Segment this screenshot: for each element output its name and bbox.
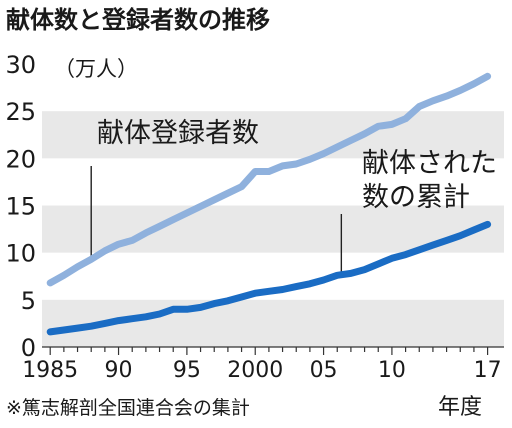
series-label-1: 献体登録者数	[97, 118, 259, 149]
series-line-1	[46, 72, 492, 287]
y-tick-label: 5	[21, 287, 36, 315]
y-tick-label: 10	[5, 240, 36, 268]
series-label-2: 献体された	[362, 148, 497, 179]
x-tick-label: 95	[173, 358, 201, 383]
x-axis	[42, 346, 504, 355]
y-tick-label: 15	[5, 193, 36, 221]
chart-title: 献体数と登録者数の推移	[6, 6, 270, 34]
series-label-2: 数の累計	[362, 182, 470, 213]
x-tick-label: 2000	[227, 358, 283, 383]
series-line-2	[46, 220, 492, 336]
grid-band	[42, 111, 504, 159]
x-tick-label: 05	[310, 358, 338, 383]
series-lines	[46, 72, 492, 336]
x-tick-labels: 1985 90 95 2000 05 10 17	[22, 358, 501, 383]
x-tick-label: 10	[378, 358, 406, 383]
y-tick-label: 25	[5, 98, 36, 126]
x-axis-label: 年度	[438, 395, 482, 420]
unit-label: （万人）	[54, 57, 138, 81]
label-callouts	[90, 166, 343, 278]
source-note: ※篤志解剖全国連合会の集計	[6, 397, 250, 419]
x-tick-label: 1985	[22, 358, 78, 383]
y-tick-label: 30	[5, 51, 36, 79]
x-tick-label: 90	[105, 358, 133, 383]
grid-bands	[42, 111, 504, 347]
x-tick-label: 17	[474, 358, 502, 383]
y-tick-label: 0	[21, 334, 36, 362]
y-tick-labels: 0 5 10 15 20 25 30	[5, 51, 36, 362]
y-tick-label: 20	[5, 145, 36, 173]
